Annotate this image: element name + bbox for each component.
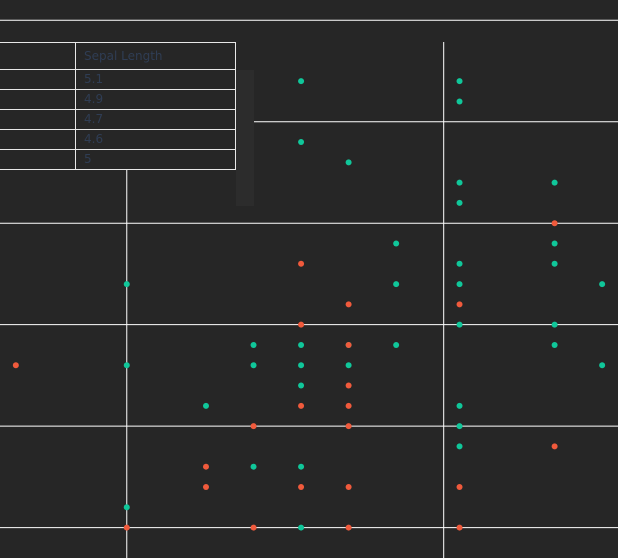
tooltip-shadow <box>236 70 254 206</box>
table-row: 5 <box>0 149 236 170</box>
table-cell-index <box>0 149 76 170</box>
data-point-teal[interactable] <box>298 463 305 470</box>
data-point-teal[interactable] <box>345 159 352 166</box>
data-point-orange[interactable] <box>203 463 209 470</box>
table-cell-value: 4.7 <box>75 109 236 130</box>
data-point-teal[interactable] <box>551 179 558 186</box>
data-point-teal[interactable] <box>123 504 130 511</box>
data-point-teal[interactable] <box>456 78 463 85</box>
data-point-orange[interactable] <box>456 524 463 531</box>
data-point-teal[interactable] <box>123 281 130 288</box>
data-point-teal[interactable] <box>393 240 400 247</box>
data-point-teal[interactable] <box>298 362 305 369</box>
data-point-orange[interactable] <box>123 524 130 531</box>
data-point-teal[interactable] <box>393 341 400 348</box>
data-point-teal[interactable] <box>456 281 463 288</box>
data-points <box>12 78 606 531</box>
data-point-orange[interactable] <box>456 301 463 308</box>
data-point-teal[interactable] <box>456 199 463 206</box>
data-point-orange[interactable] <box>345 483 352 490</box>
table-cell-index <box>0 69 76 90</box>
data-point-orange[interactable] <box>345 341 352 348</box>
data-point-teal[interactable] <box>298 524 305 531</box>
data-point-orange[interactable] <box>298 402 305 409</box>
data-point-orange[interactable] <box>345 423 352 430</box>
data-point-teal[interactable] <box>250 463 257 470</box>
data-point-orange[interactable] <box>551 443 558 450</box>
data-point-teal[interactable] <box>298 78 305 85</box>
data-point-teal[interactable] <box>456 321 463 328</box>
table-row: 5.1 <box>0 69 236 90</box>
data-point-orange[interactable] <box>298 321 305 328</box>
table-cell-value: 4.9 <box>75 89 236 110</box>
table-row: 4.9 <box>0 89 236 110</box>
data-point-orange[interactable] <box>250 524 257 531</box>
data-point-teal[interactable] <box>456 402 463 409</box>
table-cell-value: 4.6 <box>75 129 236 150</box>
data-point-teal[interactable] <box>298 382 305 389</box>
table-cell-index <box>0 129 76 150</box>
table-header-row: Sepal Length <box>0 42 236 70</box>
data-point-teal[interactable] <box>203 402 209 409</box>
data-point-orange[interactable] <box>345 524 352 531</box>
table-row: 4.6 <box>0 129 236 150</box>
data-point-orange[interactable] <box>298 483 305 490</box>
data-point-teal[interactable] <box>551 260 558 267</box>
data-point-teal[interactable] <box>456 260 463 267</box>
data-point-orange[interactable] <box>203 483 209 490</box>
data-point-teal[interactable] <box>250 362 257 369</box>
table-cell-value: 5 <box>75 149 236 170</box>
data-point-orange[interactable] <box>456 483 463 490</box>
data-point-orange[interactable] <box>345 402 352 409</box>
data-table: Sepal Length 5.1 4.9 4.7 4.6 5 <box>0 42 236 170</box>
table-cell-value: 5.1 <box>75 69 236 90</box>
data-point-teal[interactable] <box>393 281 400 288</box>
data-point-orange[interactable] <box>12 362 19 369</box>
data-point-teal[interactable] <box>345 362 352 369</box>
data-point-orange[interactable] <box>345 301 352 308</box>
table-row: 4.7 <box>0 109 236 130</box>
data-point-orange[interactable] <box>250 423 257 430</box>
data-point-teal[interactable] <box>551 321 558 328</box>
data-point-teal[interactable] <box>298 341 305 348</box>
data-point-teal[interactable] <box>298 139 305 146</box>
data-point-teal[interactable] <box>456 179 463 186</box>
data-point-teal[interactable] <box>123 362 130 369</box>
data-point-teal[interactable] <box>599 362 606 369</box>
data-point-teal[interactable] <box>551 341 558 348</box>
table-cell-index <box>0 109 76 130</box>
table-header-sepal-length: Sepal Length <box>75 42 236 70</box>
data-point-teal[interactable] <box>250 341 257 348</box>
table-cell-index <box>0 89 76 110</box>
data-point-orange[interactable] <box>551 220 558 227</box>
table-header-index <box>0 42 76 70</box>
data-point-teal[interactable] <box>456 443 463 450</box>
data-point-teal[interactable] <box>599 281 606 288</box>
data-point-orange[interactable] <box>298 260 305 267</box>
data-point-teal[interactable] <box>456 423 463 430</box>
data-point-teal[interactable] <box>551 240 558 247</box>
data-point-teal[interactable] <box>456 98 463 105</box>
data-point-orange[interactable] <box>345 382 352 389</box>
